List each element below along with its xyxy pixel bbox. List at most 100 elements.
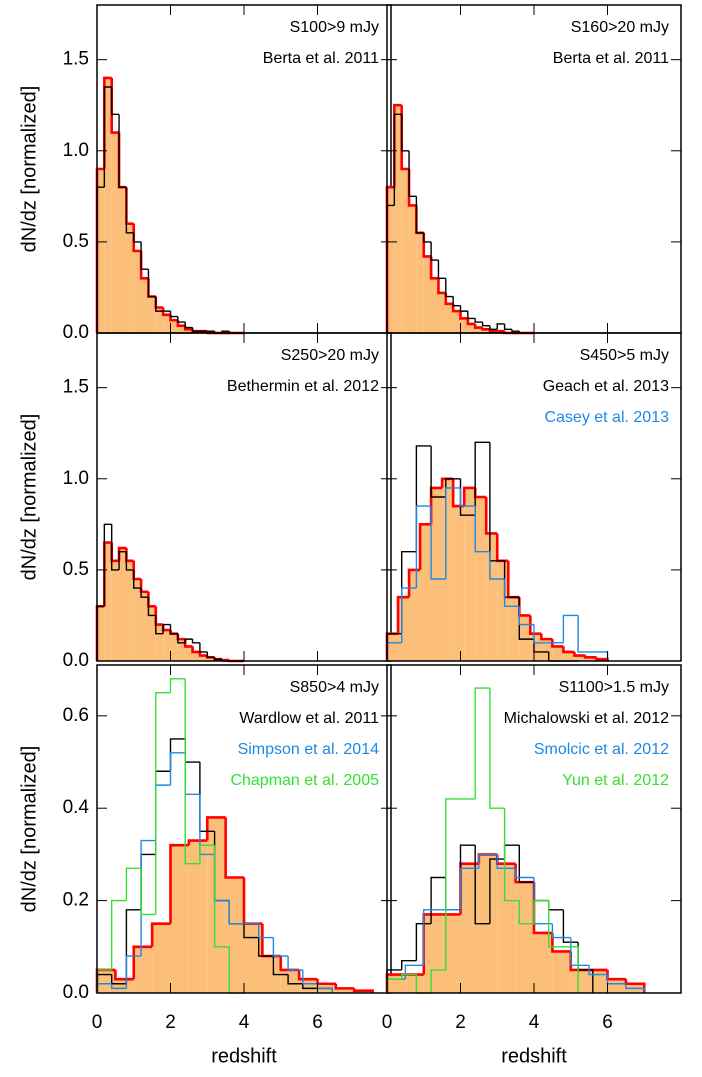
histogram-step — [184, 322, 193, 329]
histogram-step — [220, 658, 230, 662]
legend-entry: Berta et al. 2011 — [553, 50, 669, 67]
x-tick-label: 6 — [312, 1012, 323, 1033]
histogram-step — [481, 327, 490, 331]
histogram-step — [415, 196, 424, 234]
histogram-step — [518, 597, 531, 617]
histogram-step — [511, 329, 520, 332]
histogram-fill — [442, 914, 461, 993]
histogram-step — [401, 587, 417, 643]
histogram-step — [429, 256, 439, 280]
histogram-fill — [445, 303, 454, 333]
histogram-fill — [519, 615, 531, 661]
histogram-step — [496, 854, 516, 869]
y-tick-label: 1.0 — [63, 468, 89, 489]
legend-entry: Casey et al. 2013 — [544, 409, 669, 426]
histogram-step — [393, 113, 402, 206]
histogram-step — [302, 969, 318, 985]
histogram-step — [279, 956, 300, 972]
histogram-fill — [192, 651, 200, 661]
legend-entry: Simpson et al. 2014 — [238, 741, 380, 758]
histogram-fill — [170, 320, 178, 333]
histogram-step — [551, 639, 564, 648]
histogram-fill — [420, 524, 432, 661]
histogram-step — [147, 269, 156, 298]
histogram-fill — [387, 187, 395, 333]
histogram-step — [532, 882, 553, 935]
legend-entry: Yun et al. 2012 — [562, 772, 669, 789]
histogram-step — [176, 320, 186, 328]
histogram-step — [437, 278, 446, 295]
histogram-step — [169, 311, 178, 318]
histogram-step — [451, 303, 461, 313]
histogram-fill — [163, 630, 171, 661]
histogram-fill — [570, 969, 590, 993]
histogram-fill — [111, 560, 120, 661]
histogram-fill — [442, 478, 454, 661]
legend-entry: Michalowski et al. 2012 — [504, 710, 670, 727]
histogram-step — [606, 969, 626, 981]
histogram-step — [401, 959, 417, 970]
histogram-step — [540, 633, 553, 641]
histogram-step — [206, 651, 215, 659]
histogram-step — [503, 323, 512, 331]
histogram-fill — [387, 974, 406, 993]
histogram-fill — [97, 169, 105, 333]
histogram-step — [451, 478, 465, 508]
histogram-fill — [133, 946, 153, 993]
x-axis-label: redshift — [211, 1045, 277, 1067]
histogram-fill — [119, 548, 127, 661]
histogram-fill — [482, 329, 490, 333]
histogram-fill — [409, 205, 417, 333]
histogram-step — [577, 615, 593, 653]
histogram-fill — [438, 292, 446, 333]
histogram-step — [169, 752, 186, 786]
histogram-step — [415, 205, 424, 235]
histogram-fill — [126, 223, 134, 333]
histogram-step — [423, 232, 432, 243]
histogram-step — [533, 882, 549, 902]
histogram-step — [562, 614, 579, 643]
histogram-step — [191, 327, 200, 332]
histogram-fill — [497, 863, 516, 993]
histogram-step — [125, 187, 134, 225]
y-tick-label: 0.6 — [63, 705, 89, 726]
histogram-step — [415, 505, 432, 589]
histogram-step — [191, 646, 200, 654]
histogram-step — [169, 624, 178, 635]
histogram-step — [514, 863, 534, 884]
histogram-step — [503, 844, 520, 860]
panel-title: S450>5 mJy — [580, 347, 669, 364]
histogram-step — [224, 817, 244, 879]
x-tick-label: 6 — [602, 1012, 613, 1033]
histogram-step — [111, 899, 127, 970]
histogram-step — [199, 844, 215, 864]
histogram-step — [155, 692, 171, 915]
histogram-step — [155, 784, 171, 841]
legend-entry: Smolcic et al. 2012 — [534, 741, 669, 758]
histogram-step — [118, 114, 127, 188]
histogram-step — [169, 738, 186, 772]
histogram-step — [316, 979, 336, 986]
histogram-step — [155, 296, 164, 312]
histogram-step — [562, 909, 579, 943]
histogram-fill — [431, 487, 443, 661]
histogram-fill — [185, 329, 193, 333]
histogram-step — [548, 900, 564, 948]
histogram-fill — [508, 597, 520, 661]
histogram-step — [529, 615, 542, 635]
histogram-step — [177, 633, 186, 644]
histogram-fill — [141, 278, 149, 333]
histogram-step — [400, 105, 410, 171]
histogram-step — [132, 560, 142, 581]
histogram-step — [584, 655, 597, 659]
histogram-fill — [155, 624, 164, 661]
histogram-fill — [530, 633, 542, 661]
histogram-fill — [431, 278, 439, 333]
y-axis-label: dN/dz [normalized] — [18, 86, 40, 253]
histogram-step — [117, 132, 127, 189]
histogram-step — [396, 595, 410, 634]
histogram-step — [140, 853, 156, 910]
histogram-step — [430, 506, 446, 580]
histogram-step — [125, 548, 134, 563]
